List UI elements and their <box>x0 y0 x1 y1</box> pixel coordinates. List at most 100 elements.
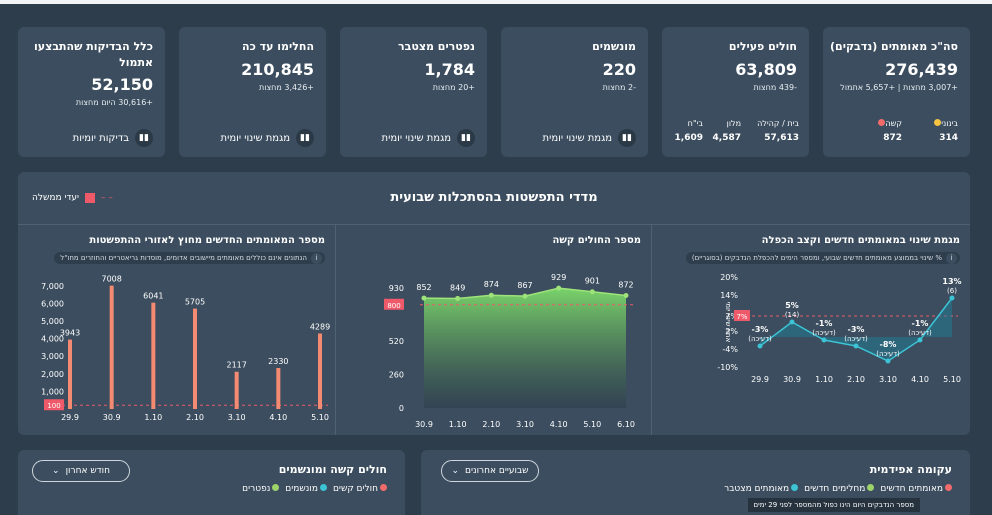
target-label: 7% <box>736 313 747 321</box>
data-label: -8% <box>880 340 897 349</box>
trend-link[interactable]: ▮▮ מגמת שינוי יומית <box>221 129 314 147</box>
data-label: -1% <box>912 319 929 328</box>
y-tick-label: 1,000 <box>41 387 64 396</box>
info-icon[interactable]: i <box>946 253 957 264</box>
mini-label: בינוני <box>941 119 958 128</box>
legend-severe[interactable]: חולים קשים <box>333 484 387 494</box>
cyan-dot-icon <box>791 484 799 491</box>
card-value: 52,150 <box>91 75 153 94</box>
data-label: 3943 <box>60 329 80 338</box>
legend-label: מונשמים <box>285 484 318 494</box>
card-ventilated[interactable]: מונשמים 220 -2 מחצות ▮▮ מגמת שינוי יומית <box>501 27 648 157</box>
red-dot-icon <box>380 484 387 491</box>
card-sub: +3,426 מחצות <box>259 83 314 92</box>
card-recovered[interactable]: החלימו עד כה 210,845 +3,426 מחצות ▮▮ מגמת… <box>179 27 326 157</box>
card-tests[interactable]: כלל הבדיקות שהתבצעו אתמול 52,150 +30,616… <box>18 27 165 157</box>
x-tick-label: 30.9 <box>415 420 433 429</box>
legend-new-confirmed[interactable]: מאומתים חדשים <box>880 484 952 494</box>
legend-deceased[interactable]: נפטרים <box>242 484 280 494</box>
data-label: -1% <box>816 319 833 328</box>
mini-label: בית / קהילה <box>757 119 799 128</box>
period-select[interactable]: חודש אחרון ⌄ <box>32 460 130 482</box>
x-tick-label: 2.10 <box>482 420 500 429</box>
card-sub: +3,007 מחצות | +5,657 אתמול <box>840 83 958 92</box>
data-point <box>421 295 427 301</box>
data-label: 867 <box>517 281 532 290</box>
data-label: 7008 <box>101 275 121 284</box>
card-active-patients[interactable]: חולים פעילים 63,809 -439 מחצות בית / קהי… <box>662 27 809 157</box>
data-sublabel: (דעיכה) <box>908 329 932 337</box>
x-tick-label: 4.10 <box>269 413 287 422</box>
x-tick-label: 4.10 <box>550 420 568 429</box>
card-title: כלל הבדיקות שהתבצעו אתמול <box>34 40 153 69</box>
card-title: סה"כ מאומתים (נדבקים) <box>830 40 958 53</box>
info-icon[interactable]: i <box>311 253 322 264</box>
panel-title: עקומה אפידמית <box>869 463 952 476</box>
card-value: 63,809 <box>735 60 797 79</box>
y-tick-label: 520 <box>389 337 404 346</box>
x-tick-label: 29.9 <box>751 375 769 384</box>
bar <box>109 285 114 409</box>
card-deceased[interactable]: נפטרים מצטבר 1,784 +20 מחצות ▮▮ מגמת שינו… <box>340 27 487 157</box>
y-tick-label: 2% <box>725 327 738 336</box>
legend-new-recovered[interactable]: מחלימים חדשים <box>804 484 875 494</box>
data-sublabel: (דעיכה) <box>748 335 772 343</box>
legend-ventilated[interactable]: מונשמים <box>285 484 327 494</box>
card-title: חולים פעילים <box>728 40 797 53</box>
bar-chart-icon: ▮▮ <box>135 129 153 147</box>
panel-title: מדדי התפשטות בהסתכלות שבועית <box>390 190 598 205</box>
legend: חולים קשים מונשמים נפטרים <box>242 484 387 494</box>
y-tick-label: 2,000 <box>41 370 64 379</box>
chart-severe: מספר החולים קשה 0 260 520 930 800 852 30.9 849 1… <box>335 224 652 435</box>
red-dot-icon <box>878 119 886 126</box>
bar <box>193 308 197 409</box>
y-tick-label: 0 <box>399 404 404 413</box>
mini-value: 314 <box>939 133 958 143</box>
mini-label: מלון <box>726 119 741 128</box>
note-text: % שינוי בממוצע מאומתים חדשים שבועי, ומספ… <box>691 254 942 262</box>
legend-label: נפטרים <box>242 484 271 494</box>
yellow-dot-icon <box>934 119 942 126</box>
legend-cumulative[interactable]: מאומתים מצטבר <box>724 484 799 494</box>
data-point <box>488 292 494 298</box>
link-label: מגמת שינוי יומית <box>542 132 612 144</box>
card-total-confirmed[interactable]: סה"כ מאומתים (נדבקים) 276,439 +3,007 מחצ… <box>823 27 970 157</box>
card-sub: +30,616 היום מחצות <box>75 98 153 107</box>
panel-title: חולים קשה ומונשמים <box>278 463 387 476</box>
target-badge <box>384 298 404 310</box>
area-fill <box>760 298 952 361</box>
y-tick-label: 260 <box>389 370 404 379</box>
x-tick-label: 1.10 <box>815 375 833 384</box>
data-sublabel: (דעיכה) <box>876 350 900 358</box>
card-value: 1,784 <box>424 60 475 79</box>
legend-label: מאומתים מצטבר <box>724 484 790 494</box>
bar <box>318 333 322 409</box>
data-label: 13% <box>942 277 961 286</box>
data-label: 5% <box>785 301 799 310</box>
y-tick-label: 20% <box>720 273 738 282</box>
target-label: 800 <box>387 302 400 310</box>
tests-link[interactable]: ▮▮ בדיקות יומיות <box>73 129 153 147</box>
doubling-tooltip: מספר הנדבקים היום הינו כפול מהמספר לפני … <box>747 498 920 512</box>
select-value: שבועיים אחרונים <box>465 466 529 476</box>
target-label: 100 <box>47 402 60 410</box>
bar-chart-icon: ▮▮ <box>457 129 475 147</box>
green-dot-icon <box>272 484 280 491</box>
trend-link[interactable]: ▮▮ מגמת שינוי יומית <box>382 129 475 147</box>
line-chart: 20%14%7%2%-4%-10%7%אחוז שינוי יומי -3%(דע… <box>717 273 961 384</box>
period-select[interactable]: שבועיים אחרונים ⌄ <box>441 460 539 482</box>
x-tick-label: 6.10 <box>617 420 635 429</box>
chevron-down-icon: ⌄ <box>52 466 60 476</box>
mini-label: קשה <box>885 119 902 128</box>
data-point <box>821 337 827 343</box>
x-tick-label: 29.9 <box>61 413 79 422</box>
bar-chart-icon: ▮▮ <box>296 129 314 147</box>
chart-title: מספר החולים קשה <box>552 235 641 246</box>
trend-link[interactable]: ▮▮ מגמת שינוי יומית <box>543 129 636 147</box>
card-title: החלימו עד כה <box>242 40 314 53</box>
chart-note: i הנתונים אינם כוללים מאומתים מיישובים אד… <box>54 252 325 264</box>
area-chart: 0 260 520 930 800 852 30.9 849 1.10 874 2.10 867 3.1… <box>384 273 635 429</box>
data-point <box>853 343 859 349</box>
x-tick-label: 3.10 <box>228 413 246 422</box>
data-sublabel: (6) <box>947 287 957 295</box>
